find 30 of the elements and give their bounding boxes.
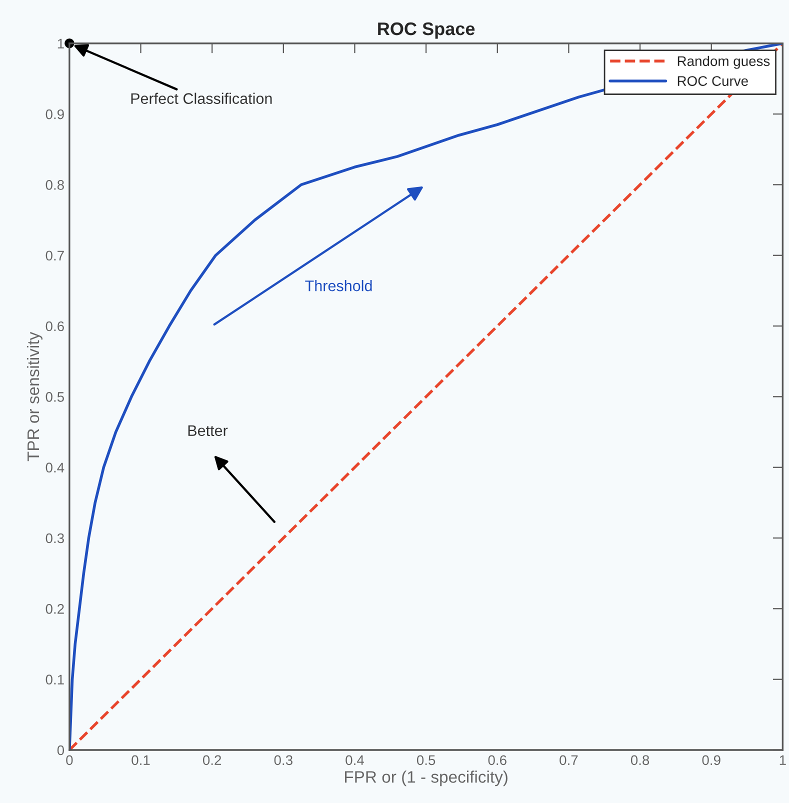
x-tick-label: 0.1 [132, 755, 150, 766]
x-tick-label: 0.8 [630, 755, 650, 766]
annotation: Perfect Classification [131, 92, 272, 104]
y-tick-label: 0 [57, 745, 64, 756]
y-tick-label: 0.8 [46, 180, 64, 190]
y-tick-label: 0.9 [46, 109, 64, 120]
x-tick-label: 0.6 [488, 755, 506, 766]
x-tick-label: 0 [66, 755, 73, 766]
x-tick-label: 0.5 [416, 755, 436, 766]
legend-label: Random guess [678, 56, 770, 69]
x-tick-label: 0.4 [346, 755, 364, 766]
y-tick-label: 0.5 [46, 392, 64, 402]
y-tick-label: 0.3 [46, 533, 64, 544]
x-tick-label: 0.9 [702, 755, 720, 766]
y-tick-label: 0.6 [46, 321, 64, 332]
legend-label: ROC Curve [678, 76, 748, 86]
x-axis-title: FPR or (1 - specificity) [345, 770, 508, 786]
y-tick-label: 0.1 [46, 674, 64, 685]
annotation: Threshold [305, 280, 372, 292]
x-tick-label: 0.2 [202, 755, 222, 766]
y-tick-label: 0.4 [46, 462, 64, 473]
y-tick-label: 1 [58, 38, 64, 48]
annotation: Better [188, 425, 228, 436]
chart-title: ROC Space [378, 22, 475, 39]
y-axis-title: TPR or sensitivity [26, 332, 42, 462]
y-tick-label: 0.7 [46, 250, 64, 261]
y-tick-label: 0.2 [46, 604, 64, 614]
x-tick-label: 0.7 [560, 755, 578, 766]
x-tick-label: 0.3 [274, 755, 292, 766]
x-tick-label: 1 [780, 755, 786, 765]
